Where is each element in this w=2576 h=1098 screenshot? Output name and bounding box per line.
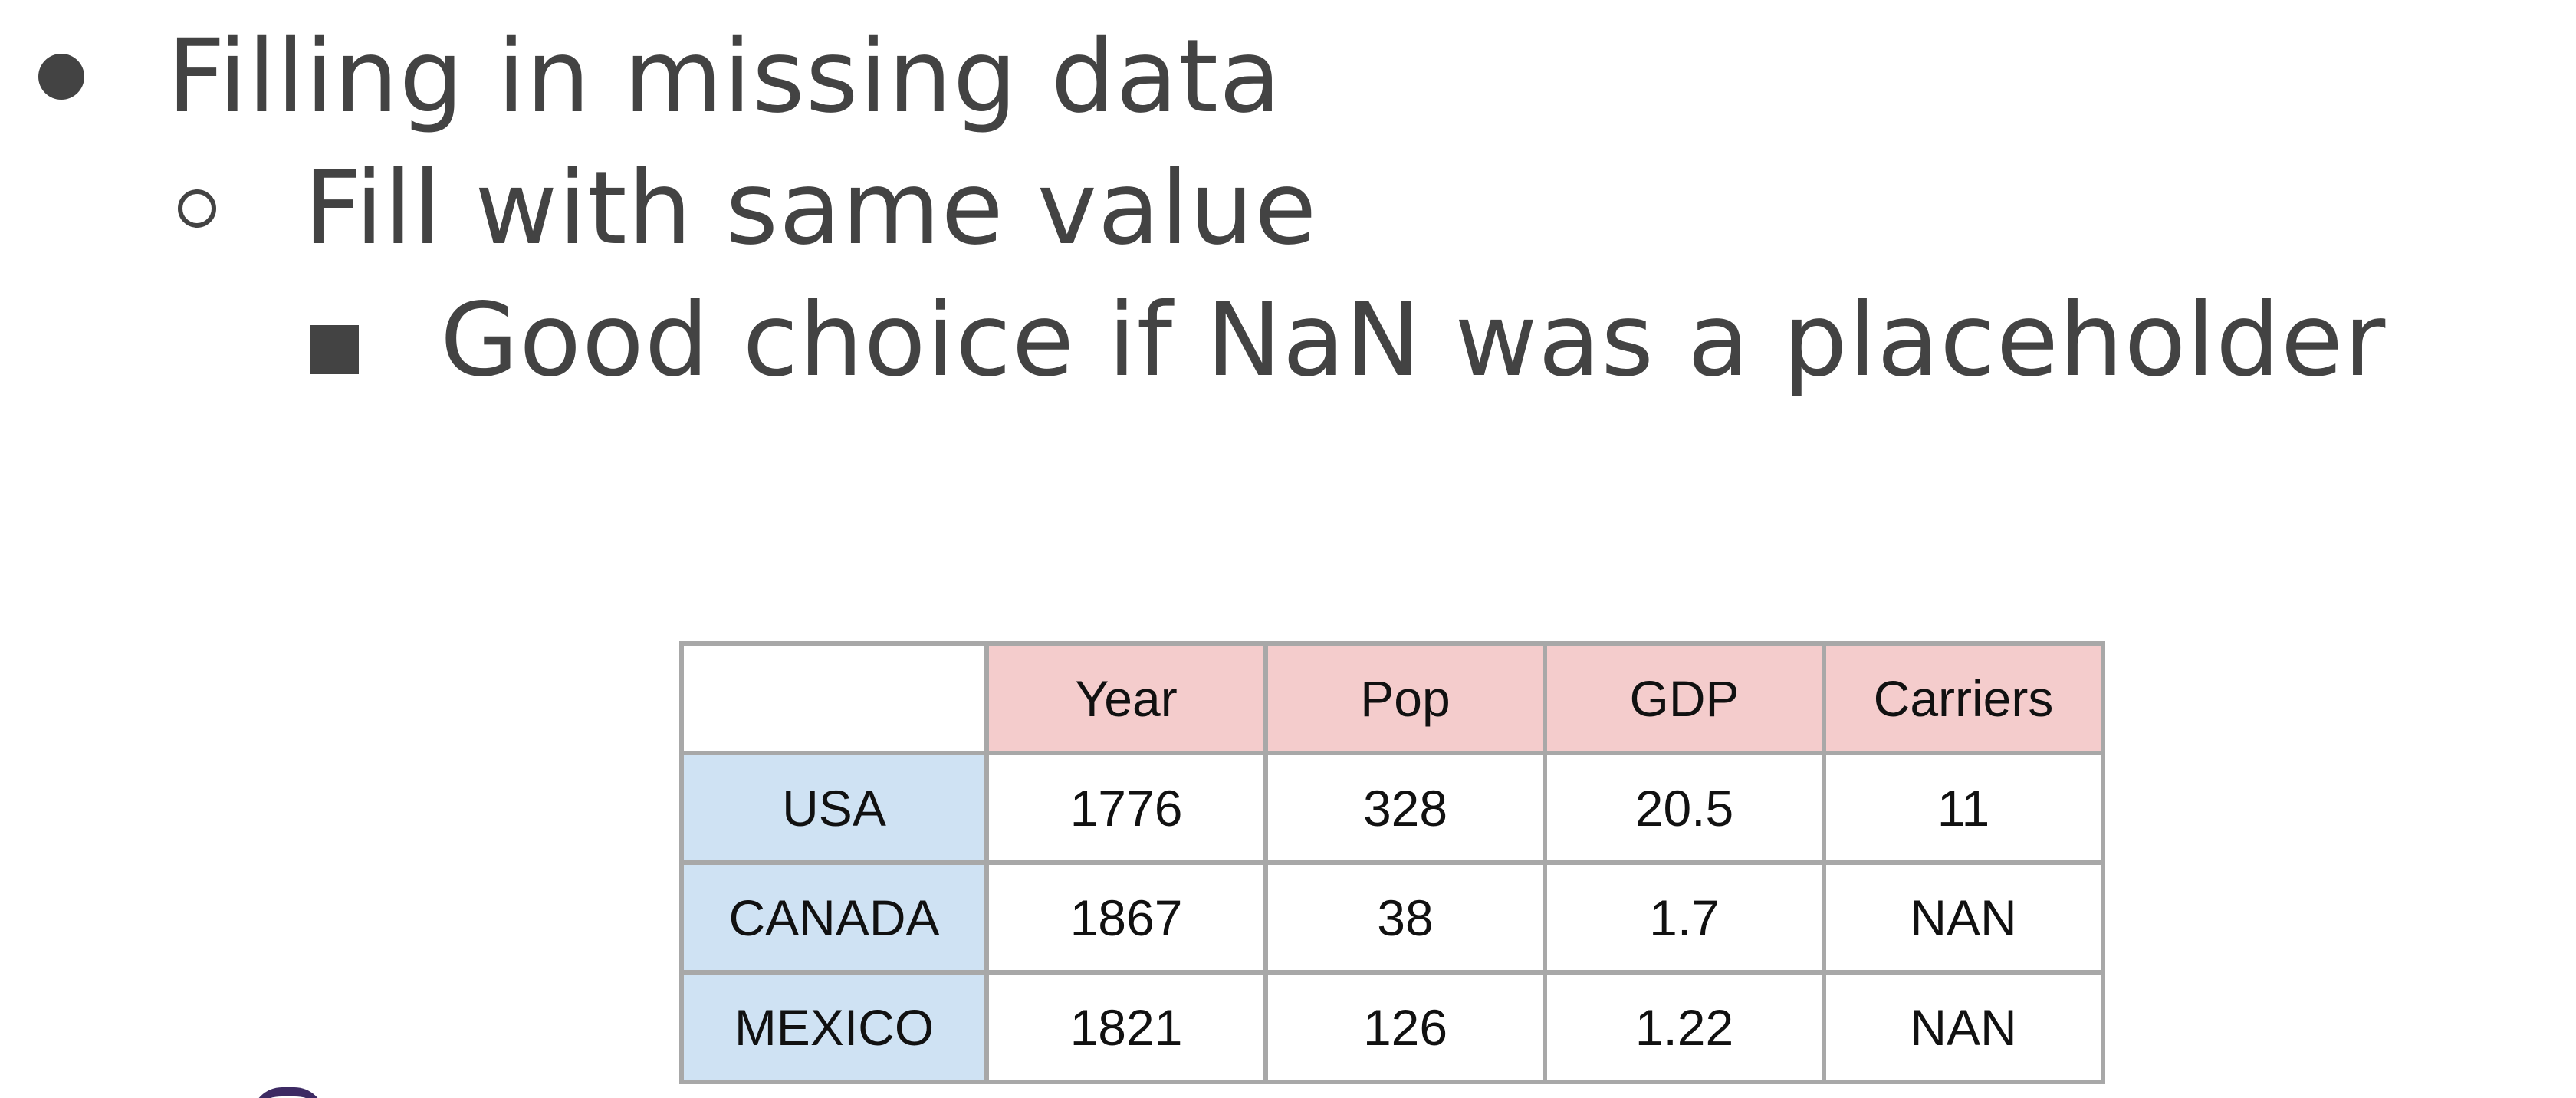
bullet-level-3: Good choice if NaN was a placeholder [0,279,2576,402]
column-header-year: Year [984,641,1268,755]
bullet-text: Filling in missing data [167,18,1282,136]
table-cell: 1.22 [1543,970,1826,1084]
table-cell: 126 [1263,970,1547,1084]
table-cell: 1821 [984,970,1268,1084]
row-header-canada: CANADA [679,860,989,975]
table-cell: 11 [1822,751,2105,865]
table-row: USA 1776 328 20.5 11 [679,751,2105,865]
column-header-carriers: Carriers [1822,641,2105,755]
table-cell: 1776 [984,751,1268,865]
row-header-mexico: MEXICO [679,970,989,1084]
table-cell: NAN [1822,860,2105,975]
bullet-text: Good choice if NaN was a placeholder [440,281,2387,399]
column-header-gdp: GDP [1543,641,1826,755]
logo-icon [251,1087,325,1098]
table-cell: 328 [1263,751,1547,865]
table-row: MEXICO 1821 126 1.22 NAN [679,970,2105,1084]
bullet-text: Fill with same value [304,150,1318,268]
table-corner-cell [679,641,989,755]
bullet-level-2: Fill with same value [0,147,2576,270]
table-cell: NAN [1822,970,2105,1084]
table-cell: 38 [1263,860,1547,975]
table-header-row: Year Pop GDP Carriers [679,641,2105,755]
bullet-square-icon [310,325,359,374]
table-cell: 20.5 [1543,751,1826,865]
table-row: CANADA 1867 38 1.7 NAN [679,860,2105,975]
column-header-pop: Pop [1263,641,1547,755]
bullet-circle-icon [178,189,216,228]
row-header-usa: USA [679,751,989,865]
bullet-level-1: Filling in missing data [0,15,2576,138]
bullet-disc-icon [38,54,84,100]
table-cell: 1.7 [1543,860,1826,975]
table-cell: 1867 [984,860,1268,975]
data-table: Year Pop GDP Carriers USA 1776 328 20.5 … [679,641,2105,1084]
